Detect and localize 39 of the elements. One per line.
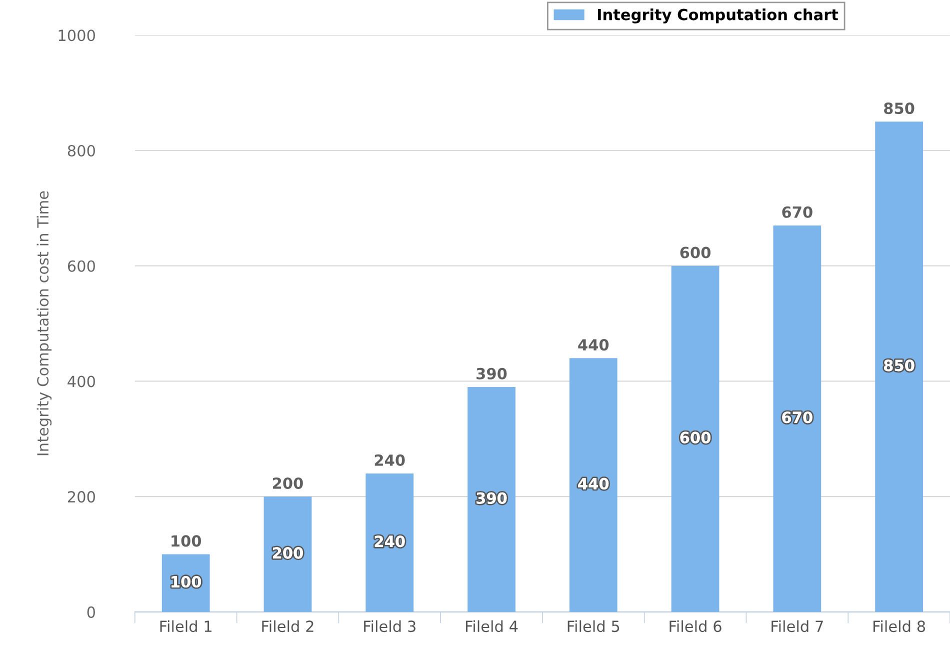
- annotation: 240: [374, 536, 405, 548]
- x-tick-label: Fileld 7: [772, 620, 823, 632]
- annotation: 440: [578, 478, 609, 490]
- data-label: 200: [272, 477, 303, 490]
- bar: [569, 358, 618, 612]
- bar: [773, 225, 822, 612]
- x-tick-label: Fileld 1: [160, 620, 212, 632]
- bar: [875, 122, 923, 612]
- data-label: 670: [782, 206, 812, 218]
- y-tick-label: 0: [87, 606, 95, 618]
- annotation: 200: [272, 547, 303, 559]
- data-label: 850: [884, 102, 914, 114]
- y-tick-label: 1000: [58, 30, 95, 42]
- x-tick-label: Fileld 2: [262, 620, 314, 632]
- annotation: 850: [884, 360, 914, 372]
- bar: [366, 474, 414, 612]
- legend-label: Integrity Computation chart: [598, 8, 838, 24]
- bar: [264, 496, 312, 612]
- annotation: 390: [476, 492, 507, 504]
- x-tick-label: Fileld 3: [364, 620, 416, 632]
- y-tick-label: 400: [68, 376, 95, 388]
- bar: [671, 266, 720, 612]
- data-label: 440: [578, 339, 609, 351]
- annotation: 100: [172, 535, 202, 547]
- x-tick-label: Fileld 8: [874, 620, 926, 632]
- annotation: 670: [782, 412, 812, 424]
- data-label: 100: [172, 576, 202, 588]
- annotation: 600: [680, 432, 710, 444]
- x-tick-label: Fileld 4: [466, 620, 518, 632]
- y-axis-title: Integrity Computation cost in Time: [36, 191, 52, 456]
- y-tick-label: 800: [68, 144, 95, 157]
- bar: [468, 386, 516, 612]
- data-label: 240: [374, 454, 405, 466]
- y-tick-label: 200: [68, 491, 95, 503]
- x-tick-label: Fileld 6: [670, 620, 722, 632]
- x-tick-label: Fileld 5: [568, 620, 620, 632]
- data-label: 600: [680, 246, 710, 258]
- data-label: 390: [476, 368, 507, 380]
- y-tick-label: 600: [68, 260, 95, 272]
